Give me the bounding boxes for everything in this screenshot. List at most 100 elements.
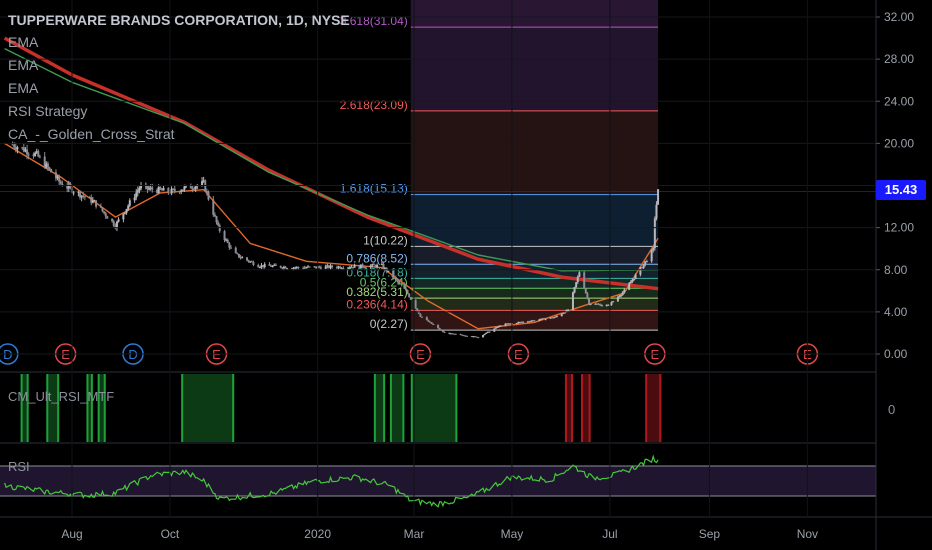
candle-body [507,323,510,325]
candle-body [544,318,547,320]
candle-body [194,186,197,189]
oscillator-bar [181,374,235,442]
candle-body [133,197,136,201]
candle-body [517,322,520,324]
candle-body [387,270,390,272]
indicator-ema-2[interactable]: EMA [8,57,39,73]
price-pane: 0(2.27)0.236(4.14)0.382(5.31)0.5(6.24)0.… [0,0,876,365]
candle-body [494,327,497,329]
candle-body [123,212,126,214]
candle-body [114,225,117,229]
candle-body [307,266,310,268]
candle-body [645,261,648,263]
candle-body [522,321,525,323]
candle-body [331,265,334,268]
candle-body [172,188,175,190]
oscillator-bar-edge [97,374,100,442]
fib-level-label: 0.236(4.14) [346,297,407,311]
candle-body [538,319,541,321]
candle-body [83,196,86,198]
candle-body [353,265,356,268]
candle-body [189,185,192,189]
candle-body [443,331,446,333]
candle-body [101,207,104,212]
candle-body [135,192,138,198]
candle-body [246,257,249,261]
fib-level-label: 1.618(15.13) [340,182,408,196]
candle-body [178,191,181,193]
candle-body [600,305,603,307]
candle-body [173,188,176,192]
candle-body [567,309,570,311]
fib-zone [410,194,659,247]
candle-body [99,206,102,208]
candle-body [358,265,361,268]
indicator-rsi-strategy[interactable]: RSI Strategy [8,103,88,119]
symbol-title[interactable]: TUPPERWARE BRANDS CORPORATION, 1D, NYSE [8,12,350,28]
candle-body [66,186,69,189]
candle-body [258,267,261,269]
candle-body [46,163,49,168]
candle-body [11,144,14,146]
candle-body [621,292,624,295]
candle-body [223,231,226,240]
candle-body [369,265,372,268]
candle-body [470,336,473,338]
candle-body [639,267,642,275]
candle-body [520,321,523,323]
candle-body [27,154,30,156]
candle-body [589,304,592,306]
candle-body [319,267,322,269]
candle-body [348,267,351,269]
oscillator-label[interactable]: CM_Ult_RSI_MTF [8,389,115,404]
indicator-ema-1[interactable]: EMA [8,34,39,50]
candle-body [404,288,407,291]
indicator-ema-3[interactable]: EMA [8,80,39,96]
candle-body [112,221,115,226]
candle-body [273,264,276,266]
candle-body [351,266,354,268]
candle-body [392,270,395,278]
candle-body [605,304,608,306]
candle-body [26,149,29,155]
last-price-badge: 15.43 [876,180,926,200]
candle-body [620,294,623,297]
candle-body [295,266,298,268]
rsi-label[interactable]: RSI [8,459,30,474]
candle-body [555,316,558,318]
y-tick-label: 28.00 [884,52,914,66]
candle-body [167,187,170,193]
oscillator-bar [373,374,386,442]
candle-body [270,265,273,267]
candle-body [409,297,412,300]
fib-zone [410,288,659,299]
candle-body [576,276,579,283]
y-tick-label: 0.00 [884,347,908,361]
candle-body [612,301,615,303]
candle-body [464,335,467,337]
candle-body [518,321,521,323]
indicator-golden-cross[interactable]: CA_-_Golden_Cross_Strat [8,126,175,142]
candle-body [597,304,600,306]
candle-body [360,264,363,268]
candle-body [72,192,75,194]
candle-body [465,335,468,337]
candle-body [13,144,16,148]
fib-zone [410,110,659,195]
candle-body [229,247,232,249]
candle-body [543,318,546,320]
x-tick-label: May [501,527,524,541]
candle-body [472,336,475,338]
oscillator-bar-edge [46,374,49,442]
candle-body [217,222,220,226]
candle-body [183,186,186,190]
candle-body [271,265,274,267]
candle-body [324,266,327,269]
candle-body [448,332,451,334]
candle-body [67,184,70,189]
fib-zone-top [410,0,659,28]
oscillator-bar-edge [402,374,405,442]
rsi-pane [0,454,876,508]
candle-body [506,323,509,325]
